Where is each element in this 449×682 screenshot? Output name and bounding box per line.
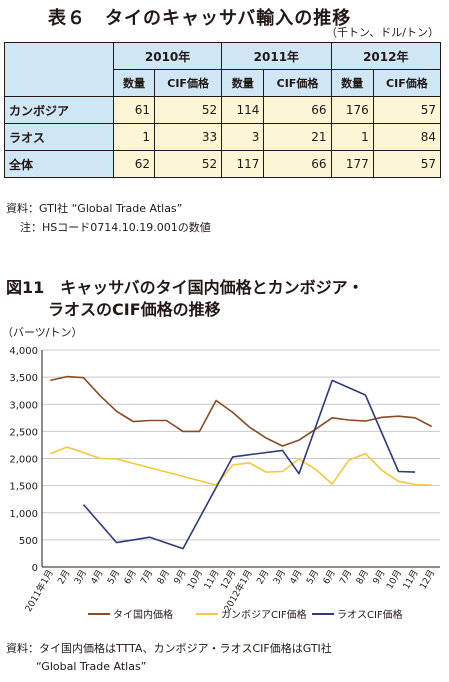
y-tick-label: 1,500: [9, 482, 38, 493]
table-year-row: 2010年 2011年 2012年: [4, 42, 442, 97]
cell: 176: [330, 96, 374, 124]
table-row: 全体 62 52 117 66 177 57: [4, 150, 442, 178]
x-tick-label: 2月: [56, 568, 73, 586]
series-line: [50, 446, 432, 486]
cell: 66: [263, 150, 332, 178]
x-tick-label: 2月: [255, 568, 272, 586]
col-header: CIF価格: [154, 69, 223, 97]
year-header: 2011年: [221, 42, 332, 70]
x-tick-label: 8月: [155, 568, 172, 586]
x-tick-label: 3月: [271, 568, 288, 586]
figure11-source-cont: “Global Trade Atlas”: [36, 660, 147, 673]
x-tick-label: 6月: [321, 568, 338, 586]
x-tick-label: 4月: [89, 568, 106, 586]
col-header: CIF価格: [263, 69, 332, 97]
year-header: 2010年: [112, 42, 223, 70]
price-line-chart: （バーツ/トン） 0 500 1,000 1,500 2,000 2,500 3,000 3,5…: [2, 326, 440, 621]
y-tick-label: 0: [32, 563, 38, 574]
legend-label: カンボジアCIF価格: [221, 608, 307, 621]
x-tick-label: 2011年1月: [22, 568, 56, 614]
table-corner-cell: [4, 42, 114, 97]
cell: 177: [330, 150, 374, 178]
col-header: 数量: [112, 69, 156, 97]
x-tick-label: 7月: [138, 568, 155, 586]
cell: 66: [263, 96, 332, 124]
figure11-title-line2: ラオスのCIF価格の推移: [48, 300, 221, 319]
col-header: 数量: [221, 69, 265, 97]
cell: 62: [112, 150, 156, 178]
cell: 57: [372, 150, 442, 178]
x-tick-label: 5月: [105, 568, 122, 586]
legend-label: タイ国内価格: [113, 608, 173, 621]
figure11-source: 資料：タイ国内価格はTTTA、カンボジア・ラオスCIF価格はGTI社: [6, 642, 332, 655]
series-line: [50, 375, 433, 447]
import-table: 2010年 2011年 2012年 数量 CIF価格 数量 CIF価格 数量 C…: [4, 42, 442, 178]
x-tick-label: 7月: [337, 568, 354, 586]
cell: 114: [221, 96, 265, 124]
table6-note: 注：HSコード0714.10.19.001の数値: [20, 221, 211, 234]
x-tick-label: 3月: [72, 568, 89, 586]
x-tick-label: 4月: [288, 568, 305, 586]
cell: 1: [112, 123, 156, 151]
row-label: 全体: [4, 150, 114, 178]
y-tick-label: 3,500: [9, 373, 38, 384]
table-row: カンボジア 61 52 114 66 176 57: [4, 96, 442, 124]
table6-title: 表６ タイのキャッサバ輸入の推移: [48, 8, 352, 29]
figure11-title-line1: 図11 キャッサバのタイ国内価格とカンボジア・: [6, 278, 364, 297]
cell: 52: [154, 150, 223, 178]
row-label: ラオス: [4, 123, 114, 151]
table6-source: 資料：GTI社 “Global Trade Atlas”: [6, 202, 183, 215]
cell: 117: [221, 150, 265, 178]
cell: 52: [154, 96, 223, 124]
y-tick-label: 3,000: [9, 400, 38, 411]
x-tick-label: 11月: [401, 568, 421, 591]
x-tick-label: 11月: [202, 568, 222, 591]
cell: 21: [263, 123, 332, 151]
y-axis-label: （バーツ/トン）: [2, 326, 83, 339]
x-tick-label: 10月: [384, 568, 404, 591]
y-tick-label: 1,000: [9, 509, 38, 520]
x-tick-label: 8月: [354, 568, 371, 586]
col-header: 数量: [330, 69, 374, 97]
y-tick-label: 2,500: [9, 427, 38, 438]
table6-unit: （千トン、ドル/トン）: [325, 26, 439, 39]
x-tick-label: 9月: [371, 568, 388, 586]
cell: 33: [154, 123, 223, 151]
table-row: ラオス 1 33 3 21 1 84: [4, 123, 442, 151]
col-header: CIF価格: [372, 69, 442, 97]
y-tick-label: 2,000: [9, 455, 38, 466]
y-tick-label: 500: [19, 536, 38, 547]
x-tick-label: 10月: [185, 568, 205, 591]
x-tick-label: 6月: [122, 568, 139, 586]
x-tick-label: 5月: [304, 568, 321, 586]
y-tick-label: 4,000: [9, 346, 38, 357]
cell: 1: [330, 123, 374, 151]
cell: 84: [372, 123, 442, 151]
x-tick-label: 12月: [418, 568, 438, 591]
legend-label: ラオスCIF価格: [337, 608, 403, 621]
cell: 3: [221, 123, 265, 151]
x-tick-label: 9月: [172, 568, 189, 586]
series-line: [82, 379, 416, 550]
table-subheader-row: 数量 CIF価格 数量 CIF価格 数量 CIF価格: [5, 69, 442, 97]
year-header: 2012年: [330, 42, 442, 70]
cell: 61: [112, 96, 156, 124]
cell: 57: [372, 96, 442, 124]
row-label: カンボジア: [4, 96, 114, 124]
